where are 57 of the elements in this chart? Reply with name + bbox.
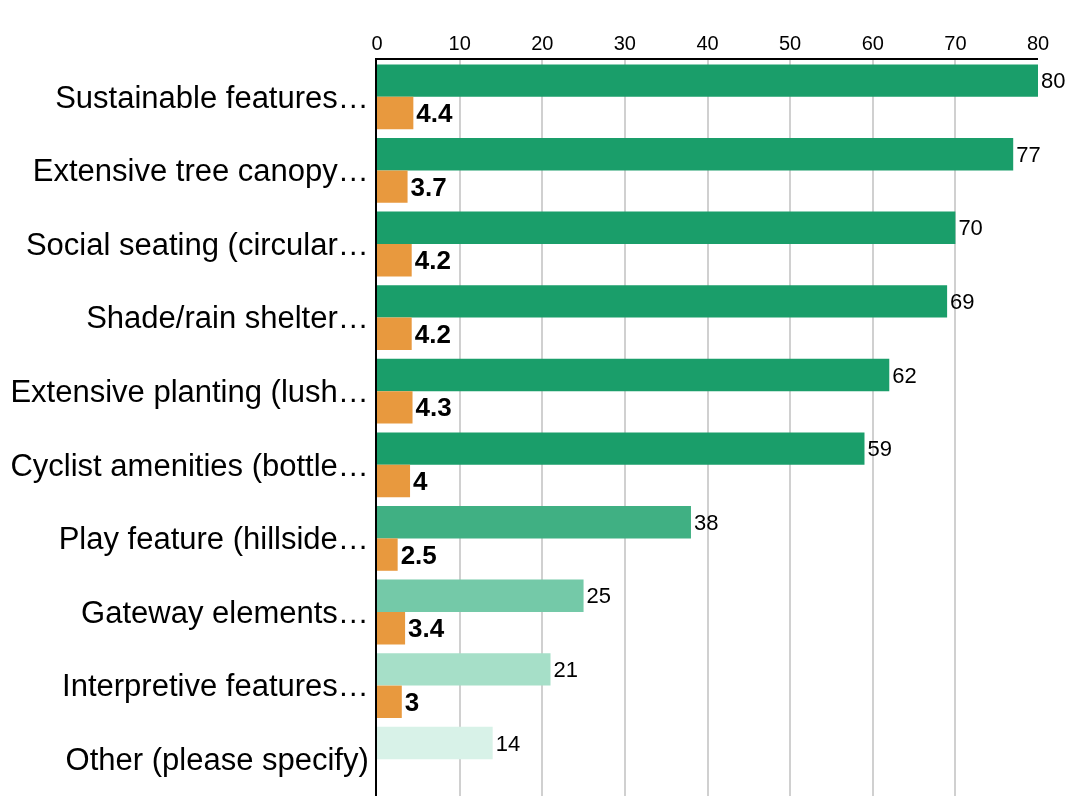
bar	[377, 506, 691, 539]
bar	[377, 358, 890, 392]
data-label: 3	[404, 686, 420, 717]
data-label: 3.4	[408, 613, 445, 644]
bar	[377, 211, 956, 244]
bar	[377, 285, 948, 318]
y-tick-label: Extensive planting (lush…	[10, 374, 369, 410]
data-label: 4.2	[414, 245, 451, 276]
bar	[377, 653, 551, 686]
bar	[377, 244, 412, 277]
y-tick-label: Extensive tree canopy…	[32, 153, 369, 189]
bar	[377, 579, 584, 612]
data-label: 69	[950, 288, 975, 314]
data-label: 62	[892, 362, 917, 388]
y-tick-label: Cyclist amenities (bottle…	[10, 447, 369, 483]
data-label: 3.7	[410, 171, 447, 202]
bar	[377, 317, 412, 350]
bar	[377, 64, 1038, 97]
data-label: 4.3	[415, 392, 452, 423]
bar	[377, 138, 1014, 171]
x-tick-label: 10	[448, 32, 471, 54]
data-label: 21	[553, 656, 578, 682]
bar	[377, 391, 413, 424]
bar	[377, 170, 408, 203]
y-tick-label: Social seating (circular…	[25, 226, 369, 262]
bar	[377, 685, 402, 718]
x-tick-label: 20	[531, 32, 554, 54]
data-label: 80	[1041, 68, 1066, 94]
y-tick-label: Interpretive features…	[62, 668, 369, 704]
data-label: 77	[1016, 141, 1041, 167]
data-label: 25	[586, 583, 612, 609]
data-label: 59	[867, 436, 892, 462]
data-label: 70	[958, 215, 983, 241]
y-tick-label: Other (please specify)	[65, 742, 369, 778]
data-label: 4.2	[414, 318, 451, 349]
x-tick-label: 40	[696, 32, 719, 54]
x-tick-label: 0	[371, 32, 383, 54]
x-tick-label: 30	[613, 32, 636, 54]
bar	[377, 464, 411, 498]
data-label: 38	[693, 509, 719, 535]
x-tick-label: 50	[778, 32, 802, 54]
y-tick-label: Gateway elements…	[81, 594, 369, 630]
x-tick-label: 80	[1026, 32, 1050, 54]
y-tick-label: Play feature (hillside…	[58, 521, 369, 557]
bar	[377, 726, 493, 760]
data-label: 14	[495, 730, 521, 756]
data-label: 2.5	[400, 539, 437, 570]
data-label: 4.4	[416, 97, 454, 128]
bar	[377, 612, 406, 645]
bar	[377, 538, 398, 571]
y-tick-label: Shade/rain shelter…	[86, 300, 369, 336]
bar	[377, 432, 865, 465]
y-tick-label: Sustainable features…	[55, 79, 369, 115]
data-label: 4	[413, 465, 429, 496]
x-tick-label: 70	[944, 32, 967, 54]
x-tick-label: 60	[861, 32, 884, 54]
bar	[377, 96, 414, 130]
